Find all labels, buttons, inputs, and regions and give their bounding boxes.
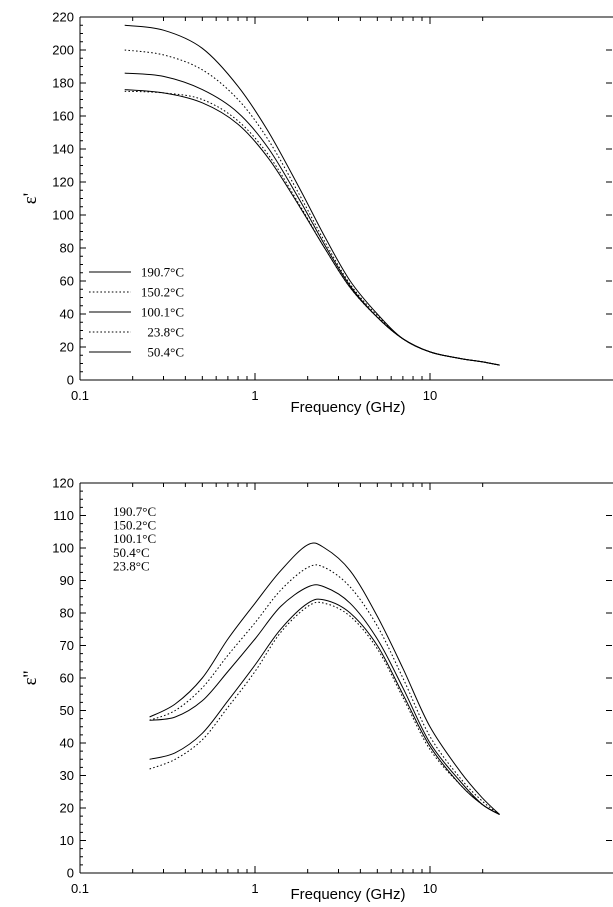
y-tick-label: 160 (52, 109, 74, 124)
legend-entry: 190.7°C (113, 504, 156, 519)
y-tick-label: 60 (60, 671, 74, 686)
y-tick-label: 110 (53, 508, 74, 523)
legend-entry: 23.8°C (113, 558, 150, 573)
x-tick-label: 10 (423, 881, 437, 896)
series-line (149, 598, 500, 815)
y-tick-label: 120 (52, 476, 74, 491)
y-tick-label: 60 (60, 274, 74, 289)
x-tick-label: 0.1 (71, 388, 89, 403)
y-tick-label: 140 (52, 142, 74, 157)
y-tick-label: 10 (60, 833, 74, 848)
legend-entry: 150.2°C (113, 518, 156, 533)
y-tick-label: 50 (60, 703, 74, 718)
series-line (149, 584, 500, 815)
y-tick-label: 80 (60, 606, 74, 621)
series-line (124, 72, 500, 366)
legend-entry: 190.7°C (141, 265, 184, 280)
y-tick-label: 180 (52, 76, 74, 91)
y-axis-title: ε'' (20, 671, 41, 686)
y-tick-label: 90 (60, 573, 74, 588)
y-tick-label: 40 (60, 307, 74, 322)
y-tick-label: 0 (67, 373, 74, 388)
x-tick-label: 0.1 (71, 881, 89, 896)
y-tick-label: 100 (52, 208, 74, 223)
y-tick-label: 100 (52, 541, 74, 556)
y-tick-label: 30 (60, 768, 74, 783)
y-tick-label: 70 (60, 638, 74, 653)
y-tick-label: 0 (67, 866, 74, 881)
y-tick-label: 200 (52, 43, 74, 58)
legend-entry: 23.8°C (147, 325, 184, 340)
x-tick-label: 10 (423, 388, 437, 403)
legend-entry: 50.4°C (147, 345, 184, 360)
x-tick-label: 1 (251, 388, 258, 403)
series-line (149, 542, 500, 815)
legend-entry: 100.1°C (113, 531, 156, 546)
chart-epsilon-prime: 0 20 40 60 80 100 120 140 160 180 200 220 0.1 1 10 Freq… (20, 10, 613, 416)
y-tick-label: 20 (60, 801, 74, 816)
y-tick-label: 80 (60, 241, 74, 256)
x-tick-label: 1 (251, 881, 258, 896)
y-tick-label: 220 (52, 10, 74, 25)
legend-entry: 50.4°C (113, 545, 150, 560)
y-tick-label: 40 (60, 736, 74, 751)
series-line (124, 89, 500, 366)
y-tick-label: 20 (60, 340, 74, 355)
x-axis-title: Frequency (GHz) (290, 399, 405, 416)
x-axis-title: Frequency (GHz) (290, 886, 405, 903)
y-axis-title: ε' (20, 193, 41, 204)
series-line (149, 564, 500, 815)
y-tick-label: 120 (52, 175, 74, 190)
legend-entry: 100.1°C (141, 305, 184, 320)
series-line (149, 601, 500, 815)
legend-entry: 150.2°C (141, 285, 184, 300)
